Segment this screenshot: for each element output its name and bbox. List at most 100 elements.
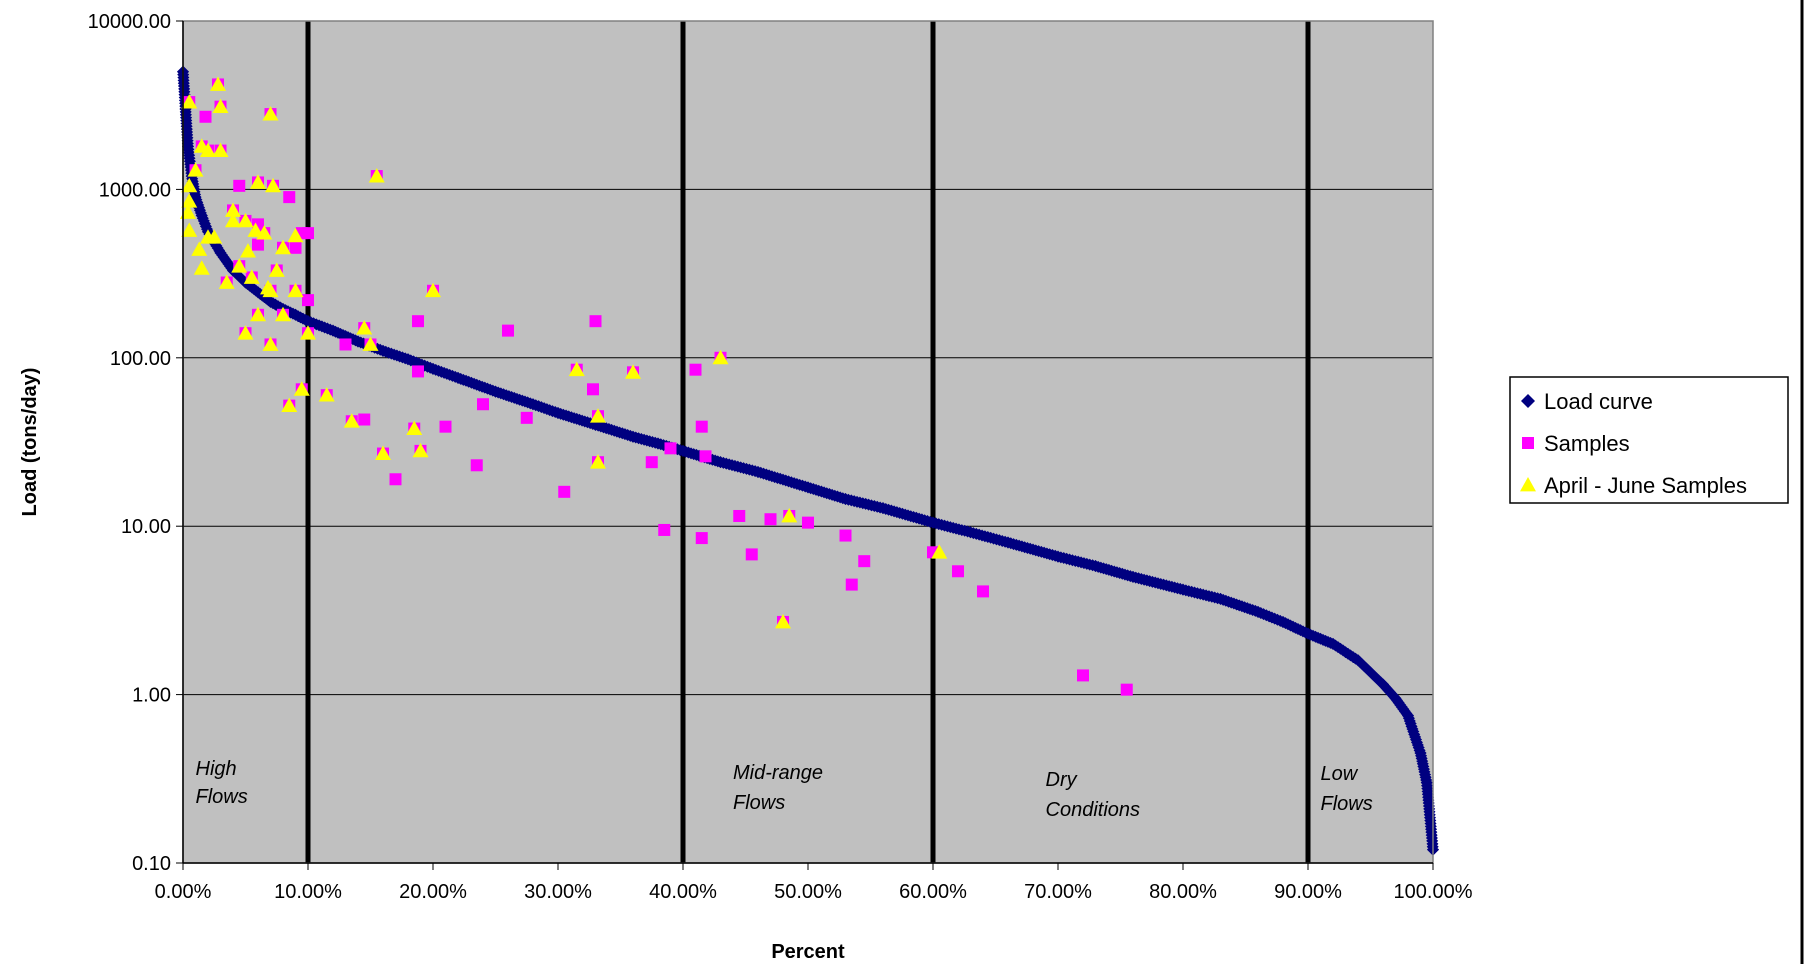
april-june-sample-point bbox=[425, 282, 441, 298]
sample-point bbox=[389, 473, 402, 486]
x-tick-label: 20.00% bbox=[399, 881, 467, 903]
load-curve-point bbox=[195, 209, 208, 222]
sample-point bbox=[695, 420, 708, 433]
legend-marker-load-curve bbox=[1521, 394, 1535, 408]
sample-point bbox=[802, 516, 814, 529]
sample-point bbox=[339, 338, 352, 351]
load-curve-point bbox=[1052, 550, 1064, 563]
april-june-sample-point bbox=[287, 227, 304, 243]
april-june-sample-point bbox=[237, 212, 254, 228]
sample-point bbox=[283, 191, 296, 204]
sample-point bbox=[764, 513, 777, 526]
april-june-sample-point bbox=[200, 142, 216, 157]
sample-point bbox=[412, 315, 424, 328]
load-curve-point bbox=[327, 324, 339, 337]
zone-label: Mid-range Flows bbox=[733, 762, 823, 814]
april-june-sample-point bbox=[293, 381, 310, 396]
load-curve-point bbox=[1214, 592, 1227, 605]
sample-point bbox=[858, 555, 871, 568]
load-curve-point bbox=[927, 516, 939, 529]
april-june-sample-point bbox=[625, 364, 641, 379]
april-june-sample-point bbox=[287, 282, 304, 298]
sample-point bbox=[439, 420, 452, 433]
april-june-sample-point bbox=[568, 361, 585, 377]
april-june-sample-point bbox=[181, 94, 198, 109]
load-curve-point bbox=[1002, 536, 1014, 549]
load-curve-point bbox=[1089, 560, 1102, 573]
april-june-sample-point bbox=[210, 76, 226, 91]
april-june-sample-point bbox=[250, 174, 266, 189]
load-curve-point bbox=[1377, 678, 1389, 691]
y-tick-label: 1.00 bbox=[132, 685, 171, 707]
april-june-sample-point bbox=[356, 320, 373, 335]
y-tick-label: 0.10 bbox=[132, 853, 171, 875]
load-curve-point bbox=[552, 407, 564, 420]
x-tick-label: 30.00% bbox=[524, 881, 592, 903]
y-tick-label: 10000.00 bbox=[88, 11, 171, 33]
sample-point bbox=[520, 411, 533, 424]
x-tick-label: 10.00% bbox=[274, 881, 342, 903]
april-june-sample-point bbox=[781, 507, 798, 523]
load-curve-point bbox=[377, 344, 389, 357]
sample-point bbox=[1077, 669, 1089, 682]
april-june-sample-point bbox=[590, 454, 606, 469]
april-june-sample-point bbox=[362, 336, 379, 351]
april-june-sample-point bbox=[931, 544, 948, 559]
sample-point bbox=[470, 459, 483, 472]
legend-items: Load curve Samples April - June Samples bbox=[1520, 389, 1747, 498]
load-curve-point bbox=[802, 481, 814, 494]
zone-label: Low Flows bbox=[1321, 763, 1373, 815]
sample-point bbox=[645, 456, 658, 469]
april-june-sample-point bbox=[225, 202, 241, 217]
april-june-sample-point bbox=[318, 387, 335, 402]
load-curve-point bbox=[652, 437, 664, 450]
april-june-sample-point bbox=[281, 397, 298, 413]
load-curve-point bbox=[752, 465, 764, 478]
april-june-samples-series bbox=[180, 76, 948, 629]
sample-point bbox=[412, 365, 424, 378]
legend-label: Samples bbox=[1544, 431, 1630, 456]
legend-marker-april-june bbox=[1520, 477, 1536, 492]
april-june-sample-point bbox=[260, 279, 276, 295]
load-curve-point bbox=[964, 526, 977, 539]
sample-point bbox=[952, 565, 964, 578]
april-june-sample-point bbox=[212, 142, 229, 157]
load-curve-series bbox=[177, 65, 1439, 856]
sample-point bbox=[689, 363, 702, 376]
april-june-sample-point bbox=[590, 408, 606, 423]
x-tick-label: 100.00% bbox=[1394, 881, 1473, 903]
x-tick-label: 60.00% bbox=[899, 881, 967, 903]
sample-point bbox=[358, 413, 371, 426]
legend: Load curve Samples April - June Samples bbox=[1509, 376, 1789, 504]
sample-point bbox=[589, 315, 602, 328]
april-june-sample-point bbox=[181, 222, 198, 237]
x-tick-label: 80.00% bbox=[1149, 881, 1217, 903]
load-curve-point bbox=[627, 430, 639, 443]
y-tick-label: 10.00 bbox=[121, 516, 171, 538]
plot-area: High Flows Mid-range Flows Dry Conditions Low F… bbox=[177, 20, 1439, 864]
x-tick-label: 70.00% bbox=[1024, 881, 1092, 903]
zone-label: Dry Conditions bbox=[1046, 769, 1141, 821]
y-tick-label: 100.00 bbox=[110, 348, 171, 370]
april-june-sample-point bbox=[343, 413, 360, 428]
load-curve-point bbox=[1177, 583, 1189, 596]
x-axis-ticks: 0.00% 10.00% 20.00% 30.00% 40.00% 50.00% 60.00… bbox=[155, 862, 1473, 903]
zone-label-line: Flows bbox=[733, 792, 785, 814]
april-june-sample-point bbox=[775, 613, 791, 629]
sample-point bbox=[477, 398, 489, 411]
april-june-sample-point bbox=[225, 212, 241, 228]
sample-point bbox=[587, 383, 599, 396]
x-tick-label: 40.00% bbox=[649, 881, 717, 903]
april-june-sample-point bbox=[181, 177, 198, 193]
x-axis-title: Percent bbox=[771, 941, 845, 963]
load-curve-point bbox=[1414, 746, 1427, 759]
april-june-sample-point bbox=[191, 241, 208, 256]
y-tick-label: 1000.00 bbox=[99, 179, 171, 201]
load-curve-point bbox=[1352, 654, 1364, 667]
x-tick-label: 0.00% bbox=[155, 881, 212, 903]
sample-point bbox=[664, 442, 677, 455]
sample-point bbox=[252, 238, 264, 251]
april-june-sample-point bbox=[406, 420, 423, 435]
zone-label-line: Conditions bbox=[1046, 799, 1141, 821]
load-curve-point bbox=[402, 353, 414, 366]
